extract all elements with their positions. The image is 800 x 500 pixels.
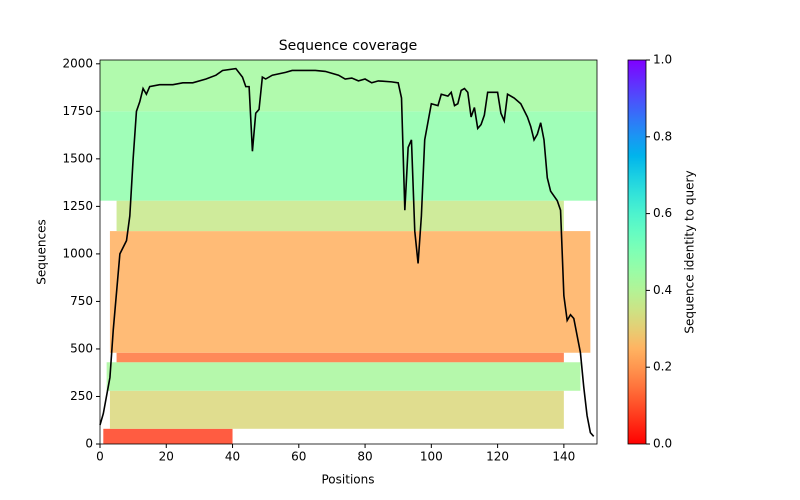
heatmap-band — [116, 200, 564, 232]
heatmap — [100, 60, 597, 444]
heatmap-band — [109, 390, 564, 429]
x-tick-label: 80 — [357, 450, 372, 464]
y-axis-label: Sequences — [35, 219, 49, 284]
colorbar-tick-label: 0.8 — [653, 129, 672, 143]
colorbar-tick-label: 0.0 — [653, 437, 672, 451]
x-tick-label: 100 — [420, 450, 443, 464]
heatmap-band — [100, 111, 597, 201]
x-tick-label: 60 — [291, 450, 306, 464]
y-tick-label: 1500 — [62, 151, 93, 165]
y-tick-label: 250 — [70, 389, 93, 403]
colorbar-tick-label: 0.4 — [653, 283, 672, 297]
y-tick-label: 500 — [70, 341, 93, 355]
colorbar — [627, 59, 647, 445]
colorbar-label: Sequence identity to query — [683, 170, 697, 333]
x-tick-label: 40 — [225, 450, 240, 464]
heatmap-band — [109, 231, 591, 353]
plot — [99, 59, 598, 445]
chart-title: Sequence coverage — [279, 38, 418, 54]
x-tick-label: 20 — [159, 450, 174, 464]
heatmap-band — [106, 362, 581, 391]
x-tick-label: 0 — [96, 450, 104, 464]
colorbar-tick-label: 1.0 — [653, 53, 672, 67]
heatmap-band — [116, 352, 564, 363]
y-tick-label: 0 — [85, 437, 93, 451]
x-axis-label: Positions — [322, 473, 375, 487]
x-tick-label: 140 — [552, 450, 575, 464]
y-tick-label: 750 — [70, 294, 93, 308]
y-tick-label: 1250 — [62, 199, 93, 213]
colorbar-tick-label: 0.2 — [653, 360, 672, 374]
coverage-line — [99, 67, 595, 437]
colorbar-tick-label: 0.6 — [653, 206, 672, 220]
y-tick-label: 1750 — [62, 104, 93, 118]
heatmap-band — [103, 428, 233, 444]
y-tick-label: 1000 — [62, 246, 93, 260]
x-tick-label: 120 — [486, 450, 509, 464]
y-tick-label: 2000 — [62, 56, 93, 70]
heatmap-band — [100, 60, 597, 112]
plot-frame — [99, 59, 598, 445]
